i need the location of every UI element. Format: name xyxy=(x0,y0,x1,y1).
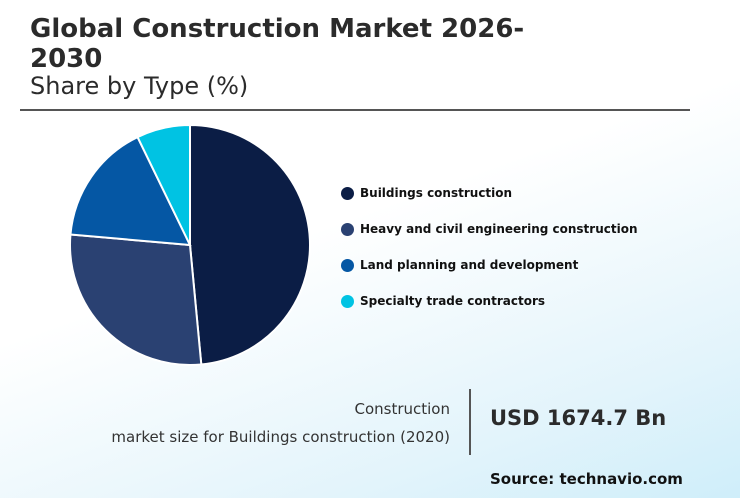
chart-title: Global Construction Market 2026-2030 xyxy=(30,14,525,74)
title-divider xyxy=(20,109,690,111)
legend-item: Land planning and development xyxy=(341,247,638,283)
chart-subtitle: Share by Type (%) xyxy=(30,72,249,100)
pie-slice-land-planning-and-development xyxy=(69,135,192,247)
legend-swatch xyxy=(341,222,354,236)
legend-label: Heavy and civil engineering construction xyxy=(360,222,638,236)
legend-label: Specialty trade contractors xyxy=(360,294,546,308)
legend-label: Land planning and development xyxy=(360,258,579,272)
pie-slice-buildings-construction xyxy=(189,123,311,366)
legend-label: Buildings construction xyxy=(360,186,513,200)
market-size-label-line1: Construction xyxy=(354,400,450,418)
legend-swatch xyxy=(341,294,354,308)
footer-divider xyxy=(469,389,471,455)
source-credit: Source: technavio.com xyxy=(490,470,683,488)
pie-slice-specialty-trade-contractors xyxy=(136,123,191,246)
legend-item: Heavy and civil engineering construction xyxy=(341,211,638,247)
legend-item: Specialty trade contractors xyxy=(341,283,638,319)
legend-swatch xyxy=(341,186,354,200)
market-size-label-line2: market size for Buildings construction (… xyxy=(111,428,450,446)
pie-slice-heavy-and-civil-engineering-construction xyxy=(69,233,203,366)
legend-swatch xyxy=(341,258,354,272)
chart-legend: Buildings construction Heavy and civil en… xyxy=(341,175,638,319)
market-size-value: USD 1674.7 Bn xyxy=(490,406,667,430)
legend-item: Buildings construction xyxy=(341,175,638,211)
